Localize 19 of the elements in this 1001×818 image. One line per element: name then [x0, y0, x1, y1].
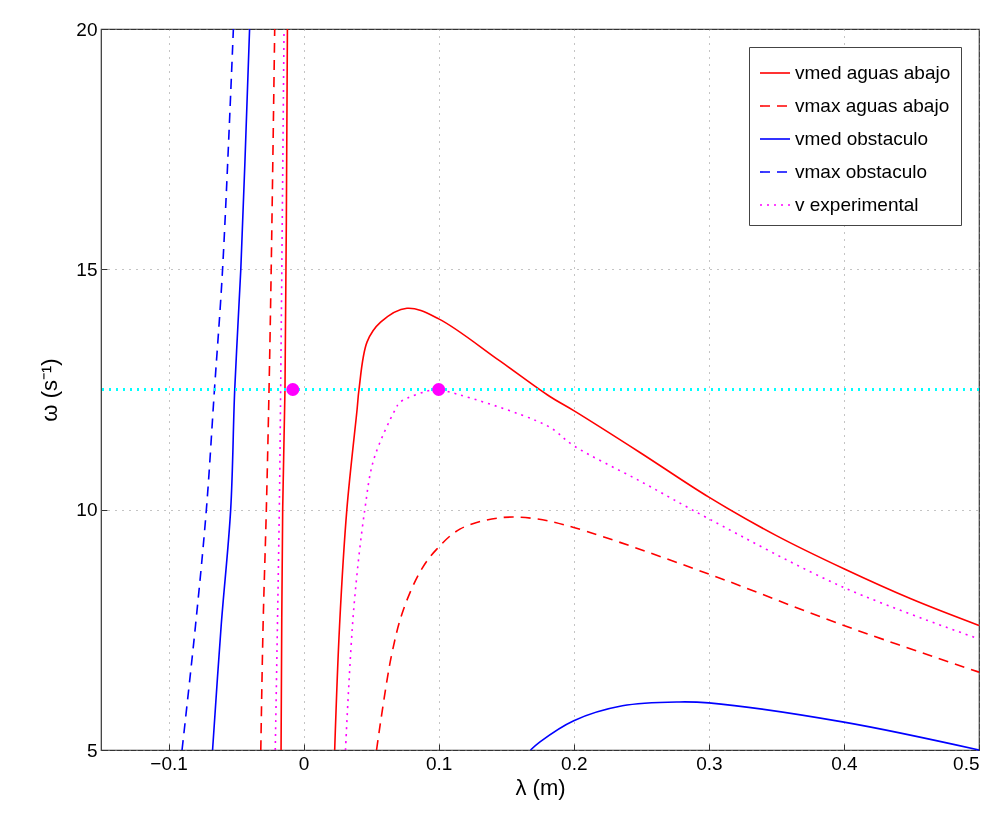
legend-label: vmed obstaculo	[795, 128, 929, 149]
x-tick-label: 0.3	[696, 752, 723, 774]
x-tick-label: 0.2	[561, 752, 588, 774]
y-axis-title: ω (s⁻¹)	[37, 358, 63, 422]
y-tick-label: 20	[76, 18, 98, 40]
x-tick-label: 0.4	[831, 752, 859, 774]
x-tick-label: 0	[298, 752, 310, 774]
x-tick-label: 0.1	[425, 752, 453, 774]
x-tick-label: 0.5	[953, 752, 980, 774]
y-tick-label: 15	[76, 258, 98, 280]
y-tick-label: 10	[76, 499, 98, 521]
y-tick-label: 5	[86, 739, 98, 761]
x-axis-title: λ (m)	[515, 774, 566, 800]
legend-label: vmax obstaculo	[795, 161, 928, 182]
legend-label: vmed aguas abajo	[795, 62, 951, 83]
legend-label: v experimental	[795, 194, 919, 215]
legend-label: vmax aguas abajo	[795, 95, 950, 116]
line-series	[181, 28, 235, 751]
x-tick-label: −0.1	[150, 752, 188, 774]
